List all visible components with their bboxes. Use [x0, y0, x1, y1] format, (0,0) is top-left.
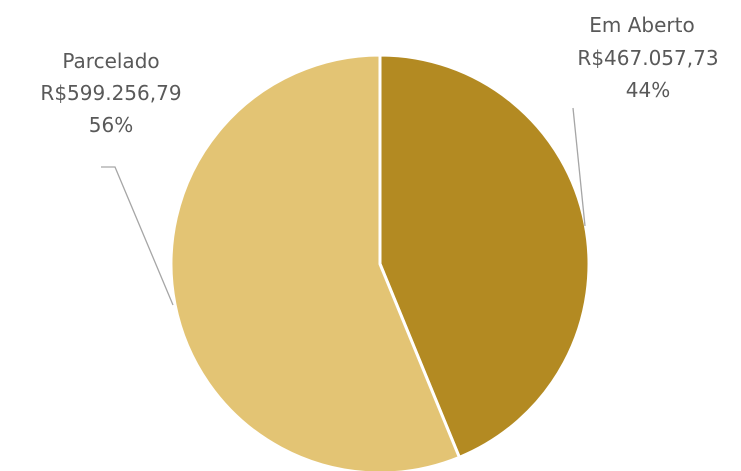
label-em-aberto-category: Em Aberto: [589, 13, 694, 37]
label-parcelado: Parcelado R$599.256,79 56%: [40, 49, 181, 137]
slices-group: [169, 53, 591, 471]
label-em-aberto-percent: 44%: [626, 78, 670, 102]
label-parcelado-percent: 56%: [89, 113, 133, 137]
leader-lines-group: [101, 107, 586, 306]
leader-line-em-aberto: [572, 107, 586, 227]
label-em-aberto-amount: R$467.057,73: [577, 46, 718, 70]
label-em-aberto: Em Aberto R$467.057,73 44%: [577, 13, 718, 102]
slice-parcelado[interactable]: [169, 53, 461, 471]
label-parcelado-amount: R$599.256,79: [40, 81, 181, 105]
label-parcelado-category: Parcelado: [62, 49, 159, 73]
leader-line-parcelado: [101, 166, 174, 306]
